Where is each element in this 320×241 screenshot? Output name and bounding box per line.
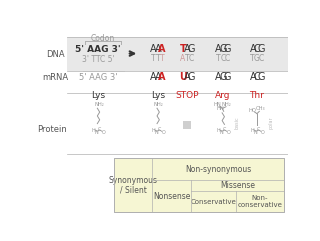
Text: A: A — [158, 44, 166, 54]
Text: C: C — [98, 127, 101, 132]
Text: H: H — [216, 128, 220, 133]
Text: G: G — [188, 44, 195, 54]
Text: A: A — [215, 44, 222, 54]
Text: C: C — [254, 44, 260, 54]
Text: Lys: Lys — [91, 91, 105, 100]
Text: N: N — [154, 130, 158, 135]
Text: T: T — [180, 44, 186, 54]
Text: N: N — [95, 130, 99, 135]
Text: C: C — [158, 127, 161, 132]
Text: O: O — [260, 130, 264, 135]
Text: A: A — [249, 73, 256, 82]
Text: Non-synonymous: Non-synonymous — [185, 165, 252, 174]
Text: C: C — [259, 54, 264, 63]
Text: T: T — [160, 54, 164, 63]
Bar — [114, 158, 284, 212]
Text: T: T — [156, 54, 160, 63]
Text: HN: HN — [214, 102, 221, 107]
Text: G: G — [258, 73, 265, 82]
Text: N: N — [253, 130, 257, 135]
Text: CH₃: CH₃ — [256, 106, 266, 111]
Text: H: H — [151, 128, 155, 133]
Text: A: A — [184, 73, 191, 82]
Text: T: T — [151, 54, 156, 63]
Text: A: A — [150, 44, 157, 54]
Text: polar: polar — [268, 117, 274, 129]
Text: A: A — [158, 73, 166, 82]
Text: G: G — [223, 44, 231, 54]
Bar — [207, 98, 238, 148]
Text: T: T — [216, 54, 221, 63]
Text: Codon: Codon — [91, 34, 115, 43]
Text: Missense: Missense — [220, 181, 255, 190]
Bar — [83, 98, 114, 148]
Text: G: G — [223, 73, 231, 82]
Text: A: A — [155, 73, 161, 82]
Bar — [242, 98, 273, 148]
Text: Arg: Arg — [215, 91, 231, 100]
Text: C: C — [223, 127, 226, 132]
Text: A: A — [150, 73, 157, 82]
Text: STOP: STOP — [175, 91, 199, 100]
Text: DNA: DNA — [46, 50, 65, 59]
Text: Nonsense: Nonsense — [153, 192, 190, 201]
Text: G: G — [219, 44, 227, 54]
Text: Synonymous
/ Silent: Synonymous / Silent — [108, 175, 157, 195]
Text: Lys: Lys — [151, 91, 165, 100]
Text: 3' TTC 5': 3' TTC 5' — [82, 55, 115, 64]
Text: basic: basic — [234, 117, 239, 129]
Text: Non-
conservative: Non- conservative — [238, 195, 283, 208]
Text: A: A — [215, 73, 222, 82]
Text: Thr: Thr — [250, 91, 264, 100]
Text: A: A — [180, 54, 186, 63]
Text: T: T — [251, 54, 255, 63]
Text: 5' AAG 3': 5' AAG 3' — [79, 73, 117, 82]
Text: G: G — [219, 73, 227, 82]
Text: NH₂: NH₂ — [222, 102, 232, 107]
Text: A: A — [249, 44, 256, 54]
Text: G: G — [188, 73, 195, 82]
Text: HN: HN — [217, 107, 224, 112]
Bar — [67, 71, 288, 93]
Text: C: C — [257, 127, 260, 132]
Text: A: A — [184, 44, 191, 54]
Text: O: O — [102, 130, 105, 135]
Text: A: A — [155, 44, 161, 54]
Text: O: O — [227, 130, 230, 135]
Text: C: C — [254, 73, 260, 82]
Bar — [114, 158, 284, 212]
Text: NH₂: NH₂ — [154, 102, 164, 107]
Text: G: G — [254, 54, 260, 63]
Text: C: C — [189, 54, 194, 63]
Text: HO: HO — [248, 108, 256, 113]
Text: N: N — [220, 130, 223, 135]
Text: G: G — [258, 44, 265, 54]
Text: O: O — [161, 130, 165, 135]
Bar — [67, 37, 288, 93]
Text: C: C — [225, 54, 230, 63]
Bar — [183, 121, 191, 129]
Text: H: H — [251, 128, 254, 133]
Text: mRNA: mRNA — [43, 73, 68, 82]
Bar — [142, 98, 173, 148]
Text: 5' AAG 3': 5' AAG 3' — [75, 45, 121, 54]
Text: Conservative: Conservative — [191, 199, 236, 205]
Text: Protein: Protein — [37, 125, 67, 134]
Text: C: C — [220, 54, 226, 63]
Text: NH₂: NH₂ — [94, 102, 104, 107]
Text: H: H — [92, 128, 95, 133]
Text: U: U — [179, 73, 187, 82]
Text: T: T — [185, 54, 189, 63]
Bar — [83, 37, 125, 72]
